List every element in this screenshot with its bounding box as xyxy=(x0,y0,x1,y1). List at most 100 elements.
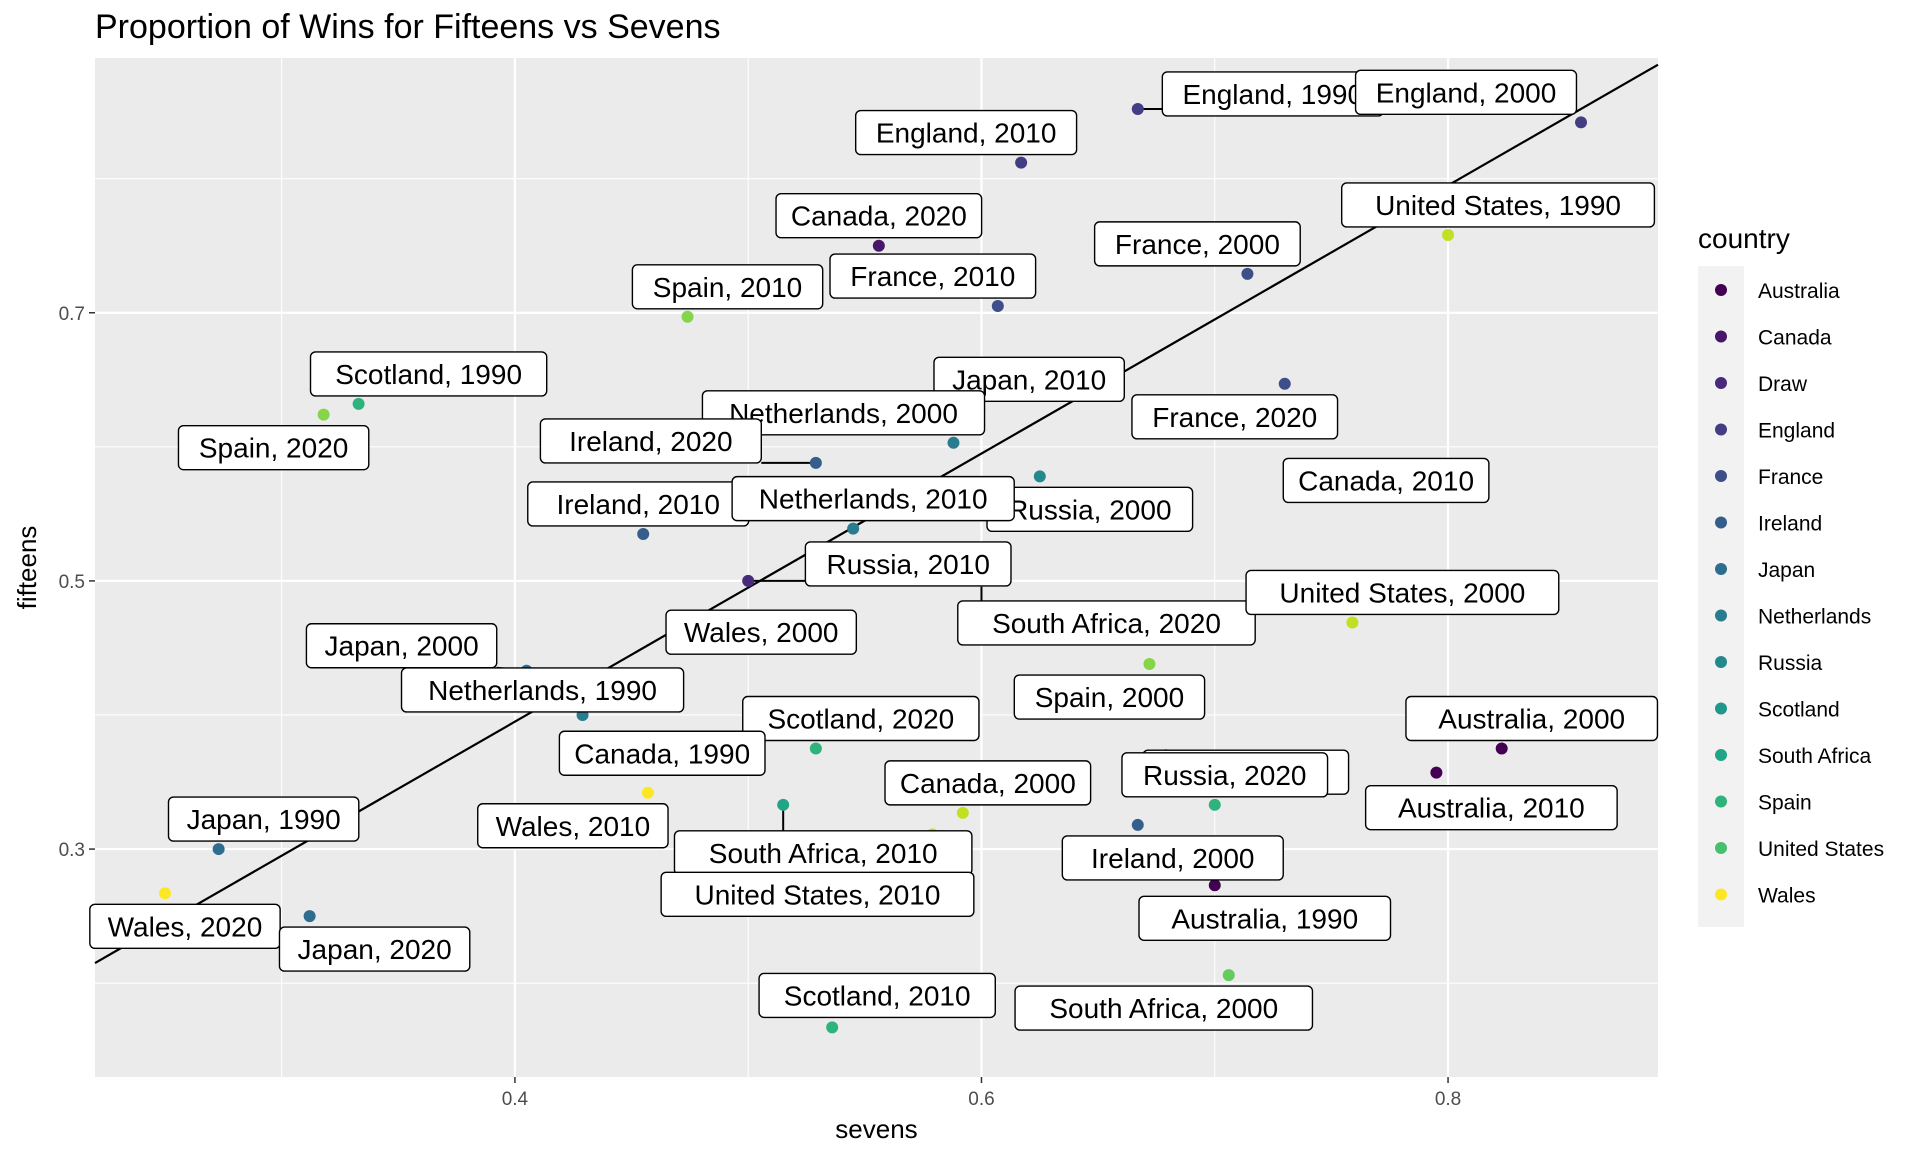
point-label-box xyxy=(309,351,548,397)
point-label: Wales, 2020 xyxy=(89,903,281,950)
point-label: Russia, 2020 xyxy=(1121,752,1329,798)
point-label-text: Netherlands, 1990 xyxy=(428,675,657,706)
point-label: Australia, 2010 xyxy=(1364,784,1618,831)
point-label-box xyxy=(305,623,498,669)
legend-swatch xyxy=(1715,563,1727,575)
data-point xyxy=(1208,798,1221,811)
legend-swatch xyxy=(1715,702,1727,715)
point-label-text: Canada, 1990 xyxy=(574,738,750,769)
point-label: Spain, 2020 xyxy=(177,424,370,471)
point-label-text: South Africa, 2010 xyxy=(709,838,938,869)
point-label-box xyxy=(1013,674,1206,720)
point-label: Australia, 2000 xyxy=(1405,695,1659,742)
point-label-box xyxy=(665,609,858,655)
legend-swatch xyxy=(1715,284,1727,296)
point-label-box xyxy=(558,730,766,776)
data-point xyxy=(809,742,822,755)
legend-label: Canada xyxy=(1758,327,1832,350)
point-label: Scotland, 2020 xyxy=(742,695,980,742)
point-label-text: Japan, 2000 xyxy=(325,631,479,662)
y-tick-label: 0.3 xyxy=(59,840,85,861)
point-label: United States, 2010 xyxy=(660,871,975,918)
point-label-box xyxy=(884,760,1092,806)
point-label-text: Wales, 2020 xyxy=(108,911,263,942)
point-label-box xyxy=(660,871,975,918)
point-label-box xyxy=(278,926,471,972)
data-point xyxy=(991,300,1004,313)
point-label: England, 1990 xyxy=(1161,71,1384,117)
legend-title: country xyxy=(1698,223,1790,254)
legend-label: Netherlands xyxy=(1758,606,1871,629)
point-label: Spain, 2000 xyxy=(1013,674,1206,720)
point-label: England, 2000 xyxy=(1354,69,1578,116)
point-label-text: Spain, 2010 xyxy=(653,272,802,303)
point-label-box xyxy=(631,264,824,310)
point-label: Netherlands, 2010 xyxy=(731,475,1015,522)
legend-label: Australia xyxy=(1758,280,1840,303)
y-tick-label: 0.5 xyxy=(59,572,85,593)
data-point xyxy=(1278,377,1291,390)
point-label-box xyxy=(854,109,1078,156)
point-label-box xyxy=(1131,394,1339,440)
legend-label: Ireland xyxy=(1758,513,1822,536)
legend-label: Scotland xyxy=(1758,699,1840,722)
legend-label: South Africa xyxy=(1758,745,1872,768)
point-label-box xyxy=(89,903,281,950)
point-label-text: Russia, 2000 xyxy=(1008,494,1171,525)
legend-label: Japan xyxy=(1758,559,1815,582)
point-label-text: Canada, 2020 xyxy=(791,201,967,232)
point-label-box xyxy=(742,695,980,742)
point-label-text: United States, 1990 xyxy=(1375,190,1621,221)
point-label: Japan, 2000 xyxy=(305,623,498,669)
point-label: South Africa, 2010 xyxy=(673,830,973,876)
legend-label: United States xyxy=(1758,838,1884,861)
data-point xyxy=(303,910,316,923)
legend-label: England xyxy=(1758,420,1835,443)
point-label-text: Netherlands, 2010 xyxy=(759,484,988,515)
point-label-box xyxy=(167,796,360,842)
point-label: Scotland, 2010 xyxy=(758,972,996,1019)
point-label-text: Canada, 2000 xyxy=(900,768,1076,799)
point-label-box xyxy=(701,390,986,436)
data-point xyxy=(809,456,822,469)
point-label-box xyxy=(731,475,1015,522)
point-label-text: Ireland, 2000 xyxy=(1091,843,1254,874)
point-label: France, 2000 xyxy=(1093,221,1301,267)
legend-label: Spain xyxy=(1758,792,1812,815)
legend-swatch xyxy=(1715,609,1727,622)
point-label: Russia, 2010 xyxy=(804,541,1012,587)
point-label: South Africa, 2020 xyxy=(957,600,1256,646)
point-label-box xyxy=(804,541,1012,587)
legend-swatch xyxy=(1715,377,1727,389)
point-label: Wales, 2010 xyxy=(477,803,669,849)
point-label: Netherlands, 2000 xyxy=(701,390,986,436)
point-label-text: England, 1990 xyxy=(1182,79,1363,110)
legend-swatch xyxy=(1715,842,1727,854)
point-label-box xyxy=(400,667,685,713)
point-label-text: Japan, 1990 xyxy=(187,804,341,835)
legend: country Australia Canada Draw England France… xyxy=(1698,223,1884,927)
point-label-box xyxy=(1061,835,1284,881)
data-point xyxy=(1442,228,1455,241)
point-label: Canada, 2010 xyxy=(1282,457,1490,504)
data-point xyxy=(1033,470,1046,483)
data-point xyxy=(681,310,694,323)
point-label: Japan, 1990 xyxy=(167,796,360,842)
point-label-text: Russia, 2020 xyxy=(1143,760,1306,791)
point-label: Ireland, 2020 xyxy=(539,418,762,464)
point-label-text: France, 2010 xyxy=(850,261,1015,292)
point-label: Spain, 2010 xyxy=(631,264,824,310)
data-point xyxy=(947,436,960,449)
point-label: Ireland, 2000 xyxy=(1061,835,1284,881)
data-point xyxy=(1495,742,1508,755)
point-label-box xyxy=(829,253,1037,299)
point-label: Ireland, 2010 xyxy=(527,481,750,527)
point-label-box xyxy=(1282,457,1490,504)
legend-label: Draw xyxy=(1758,373,1808,396)
point-label-box xyxy=(177,424,370,471)
point-label-text: Australia, 1990 xyxy=(1171,903,1358,934)
point-label-text: England, 2010 xyxy=(876,118,1057,149)
data-point xyxy=(641,786,654,799)
point-label-box xyxy=(1354,69,1578,116)
